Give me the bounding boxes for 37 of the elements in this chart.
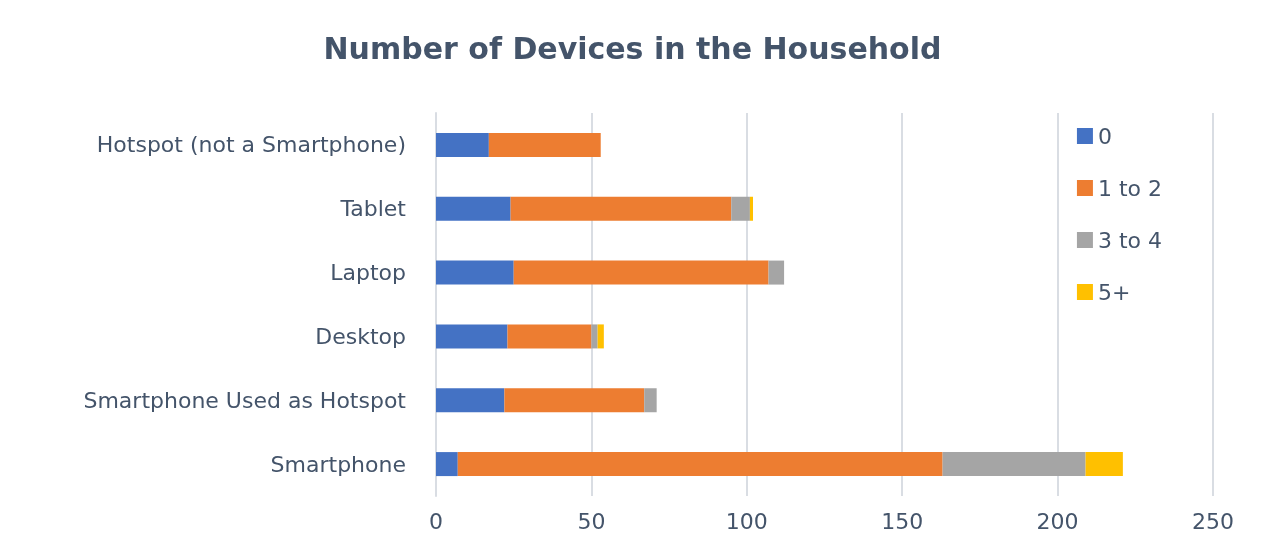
legend-label: 0 [1097, 123, 1112, 149]
bar [436, 324, 508, 349]
x-tick-label: 0 [429, 508, 443, 534]
chart-title: Number of Devices in the Household [323, 30, 942, 66]
bar [768, 260, 785, 285]
x-tick-label: 100 [725, 508, 768, 534]
bar [731, 196, 750, 221]
bar [597, 324, 604, 349]
y-tick-label: Tablet [339, 196, 407, 222]
y-tick-label: Smartphone Used as Hotspot [83, 387, 407, 413]
x-tick-label: 50 [577, 508, 606, 534]
bar [436, 132, 489, 157]
x-tick-label: 250 [1192, 508, 1234, 534]
legend-label: 3 to 4 [1097, 227, 1163, 253]
bar [749, 196, 754, 221]
y-tick-label: Desktop [315, 323, 406, 349]
bar [507, 324, 592, 349]
x-tick-label: 200 [1036, 508, 1079, 534]
bar [436, 388, 505, 413]
bar [436, 260, 514, 285]
bar [644, 388, 657, 413]
bar [510, 196, 732, 221]
bar [591, 324, 598, 349]
bar [436, 452, 458, 477]
x-tick-label: 150 [881, 508, 924, 534]
y-tick-label: Hotspot (not a Smartphone) [96, 132, 406, 158]
legend-label: 5+ [1097, 279, 1131, 305]
bar [942, 452, 1086, 477]
y-tick-label: Laptop [330, 260, 406, 286]
bar [436, 196, 511, 221]
bar [457, 452, 943, 477]
bar [488, 132, 601, 157]
bar [1085, 452, 1123, 477]
legend-label: 1 to 2 [1097, 175, 1163, 201]
bar [513, 260, 769, 285]
bar [504, 388, 645, 413]
y-tick-label: Smartphone [270, 451, 406, 477]
